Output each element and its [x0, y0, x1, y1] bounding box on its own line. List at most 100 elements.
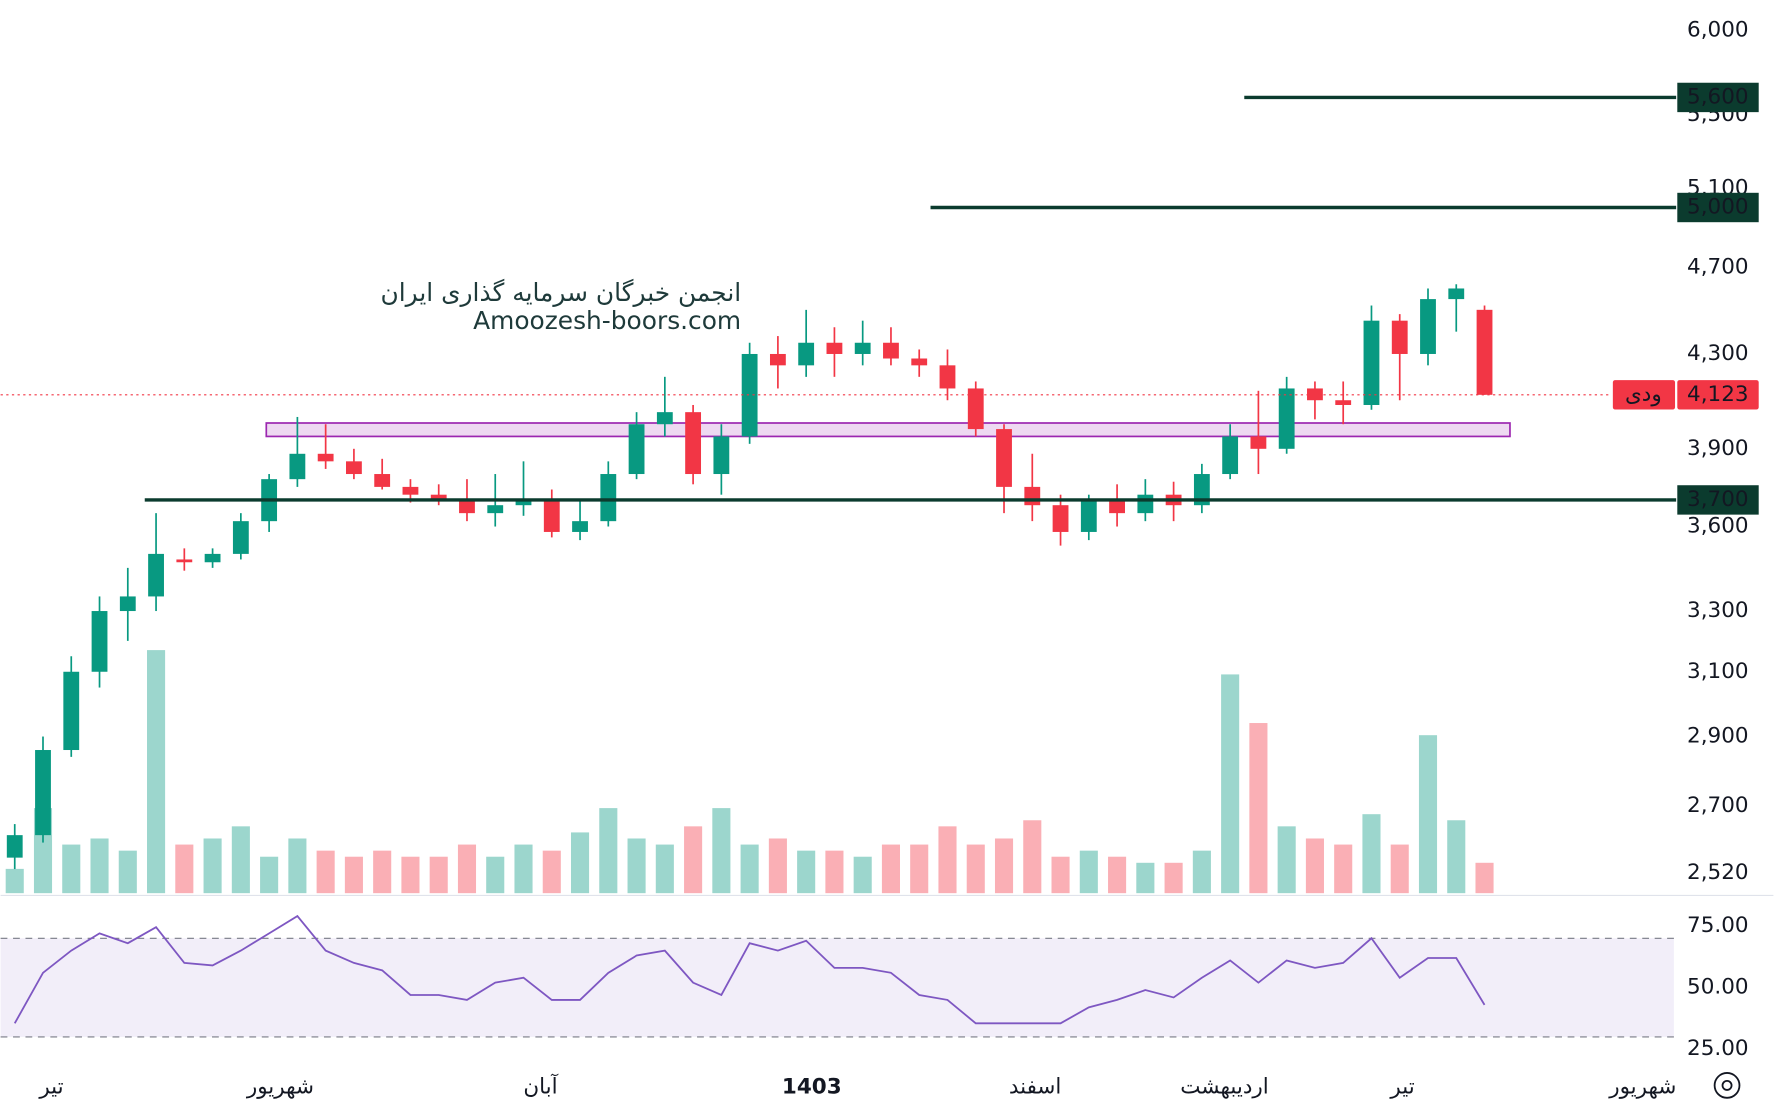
candle-body — [713, 436, 730, 475]
volume-bar — [570, 832, 590, 894]
volume-bar — [684, 826, 703, 894]
volume-bar — [175, 844, 194, 894]
watermark-url: Amoozesh-boors.com — [473, 306, 741, 335]
candle-body — [204, 553, 221, 563]
volume-bar — [1221, 674, 1240, 894]
rsi-tick-label: 75.00 — [1687, 913, 1748, 938]
volume-bar — [1418, 735, 1438, 894]
y-tick-label: 4,300 — [1687, 341, 1748, 366]
y-tick-label: 3,100 — [1687, 659, 1748, 684]
volume-bar — [1192, 850, 1211, 894]
level-label: 3,700 — [1687, 487, 1748, 512]
volume-bar — [147, 650, 166, 894]
volume-bar — [1305, 838, 1324, 894]
candle-body — [1476, 309, 1493, 395]
volume-bar — [1023, 820, 1042, 894]
candle-body — [1420, 299, 1436, 354]
candle-body — [1080, 499, 1097, 532]
candle-body — [685, 412, 702, 475]
x-tick-label: 1403 — [782, 1075, 842, 1100]
volume-bar — [797, 850, 816, 894]
price-label: 4,123 — [1687, 382, 1748, 407]
volume-bar — [627, 838, 646, 894]
x-tick-label: آبان — [523, 1073, 558, 1100]
volume-bar — [1447, 820, 1466, 894]
volume-bar — [542, 850, 561, 894]
volume-bar — [5, 868, 24, 894]
volume-bar — [1362, 814, 1381, 894]
symbol-box — [1612, 380, 1676, 410]
rsi-band — [0, 938, 1674, 1037]
zone — [265, 422, 1511, 438]
candle-body — [35, 750, 51, 836]
volume-bar — [486, 856, 505, 894]
volume-bar — [429, 856, 448, 894]
level-label: 5,600 — [1687, 84, 1748, 109]
candle-body — [628, 424, 645, 475]
volume-bar — [90, 838, 109, 894]
y-tick-label: 3,600 — [1687, 514, 1748, 539]
candle-body — [515, 499, 532, 506]
candle-body — [6, 835, 23, 858]
candle-body — [430, 494, 447, 500]
volume-bar — [825, 850, 844, 894]
rsi-tick-label: 25.00 — [1687, 1036, 1748, 1061]
volume-bar — [1079, 850, 1098, 894]
y-tick-label: 3,900 — [1687, 436, 1748, 461]
candle-body — [1137, 494, 1154, 514]
volume-bar — [1051, 856, 1070, 894]
volume-bar — [401, 856, 420, 894]
volume-bar — [1164, 862, 1183, 894]
volume-bar — [1390, 844, 1409, 894]
x-tick-label: اسفند — [1009, 1075, 1062, 1100]
volume-bar — [740, 844, 759, 894]
candle-body — [1250, 436, 1267, 449]
candle-body — [967, 388, 984, 430]
candle-body — [148, 553, 164, 597]
x-tick-label: تیر — [38, 1075, 63, 1100]
candle-body — [63, 671, 80, 751]
volume-bar — [1108, 856, 1127, 894]
x-tick-label: شهریور — [1608, 1075, 1676, 1100]
candle-body — [91, 611, 108, 672]
volume-bar — [599, 808, 618, 894]
candle-body — [1448, 288, 1465, 300]
icon-core[interactable] — [1721, 1079, 1733, 1091]
level-label-box — [1677, 485, 1759, 515]
rsi-line — [13, 914, 1486, 1025]
y-tick-label: 2,700 — [1687, 793, 1748, 818]
candle-body — [939, 365, 956, 389]
candle-body — [769, 353, 786, 366]
settings-icon[interactable] — [1713, 1072, 1741, 1099]
candle-body — [1222, 436, 1239, 475]
candle-body — [1109, 499, 1125, 514]
volume-bar — [768, 838, 787, 894]
icon-ring[interactable] — [1713, 1072, 1741, 1099]
candle-body — [883, 342, 899, 359]
candle-body — [374, 474, 391, 487]
candle-body — [459, 499, 475, 514]
level-label: 5,000 — [1687, 195, 1748, 220]
volume-bar — [1334, 844, 1353, 894]
candle-body — [289, 453, 306, 480]
candle-body — [1278, 388, 1295, 449]
candle-body — [854, 342, 871, 354]
volume-bar — [231, 826, 250, 894]
candle-body — [600, 474, 617, 522]
volume-bar — [994, 838, 1014, 894]
candle-body — [656, 412, 673, 425]
candle-body — [911, 358, 928, 366]
volume-bar — [712, 808, 731, 894]
volume-bar — [514, 844, 533, 894]
volume-bar — [373, 850, 392, 894]
volume-bar — [316, 850, 335, 894]
volume-bar — [1249, 723, 1268, 894]
y-tick-label: 2,520 — [1687, 860, 1748, 885]
volume-bar — [118, 850, 137, 894]
level-label-box — [1677, 192, 1759, 223]
volume-bar — [938, 826, 957, 894]
x-tick-label: تیر — [1389, 1075, 1414, 1100]
candle-body — [572, 521, 588, 532]
volume-bar — [1475, 862, 1494, 894]
